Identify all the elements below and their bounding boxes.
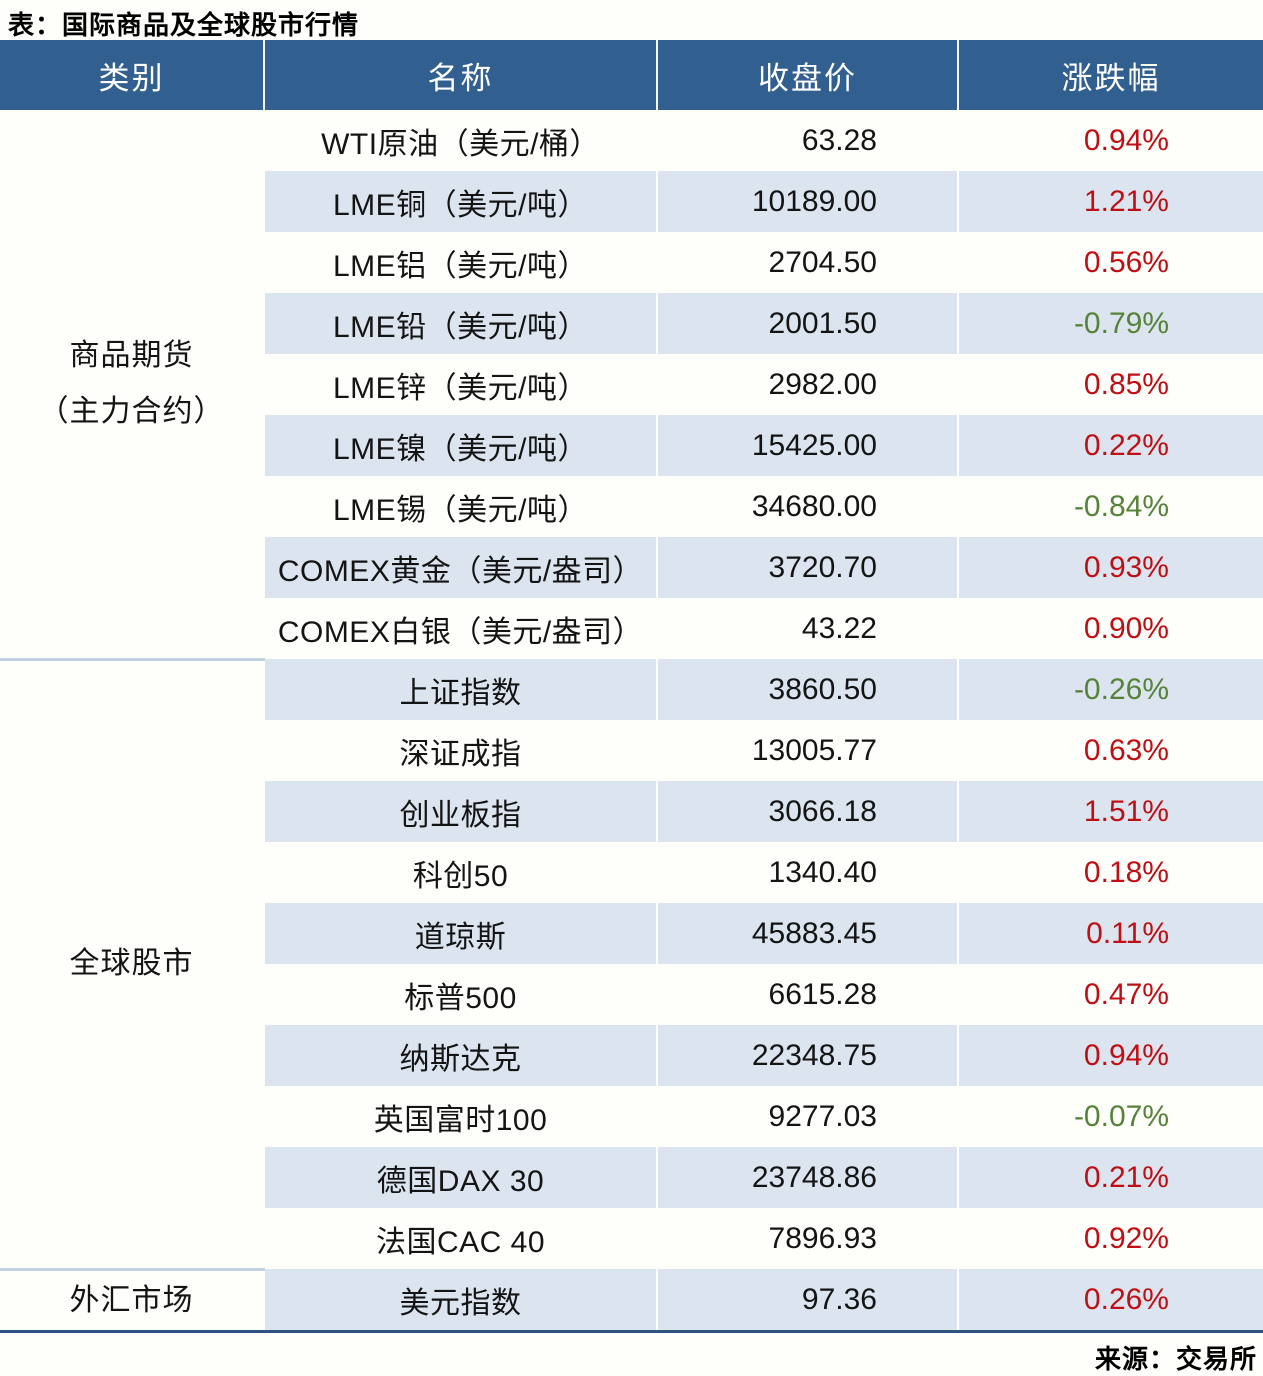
category-label-line: 商品期货 (69, 339, 194, 373)
change-percent: 0.56% (957, 232, 1263, 293)
change-percent: 0.21% (957, 1147, 1263, 1208)
instrument-name: LME铝（美元/吨） (263, 232, 657, 293)
instrument-name: 法国CAC 40 (263, 1208, 657, 1269)
table-row: 英国富时100 9277.03 -0.07% (0, 1086, 1263, 1147)
close-price: 34680.00 (656, 476, 958, 537)
table-row: COMEX黄金（美元/盎司） 3720.70 0.93% (0, 537, 1263, 598)
close-price: 23748.86 (656, 1147, 958, 1208)
close-price: 7896.93 (656, 1208, 958, 1269)
change-percent: 0.11% (957, 903, 1263, 964)
change-percent: 0.94% (957, 1025, 1263, 1086)
table-row: 德国DAX 30 23748.86 0.21% (0, 1147, 1263, 1208)
change-percent: -0.26% (957, 659, 1263, 720)
category-label-line: 全球股市 (69, 947, 194, 981)
page-title: 表：国际商品及全球股市行情 (8, 10, 360, 40)
instrument-name: 标普500 (263, 964, 657, 1025)
instrument-name: 上证指数 (263, 659, 657, 720)
category-cell-global-stocks: 全球股市 (0, 657, 264, 1269)
table-row: LME锡（美元/吨） 34680.00 -0.84% (0, 476, 1263, 537)
instrument-name: WTI原油（美元/桶） (263, 110, 657, 171)
table-row: 创业板指 3066.18 1.51% (0, 781, 1263, 842)
instrument-name: LME锡（美元/吨） (263, 476, 657, 537)
instrument-name: COMEX黄金（美元/盎司） (263, 537, 657, 598)
close-price: 6615.28 (656, 964, 958, 1025)
instrument-name: LME铜（美元/吨） (263, 171, 657, 232)
close-price: 45883.45 (656, 903, 958, 964)
change-percent: 0.22% (957, 415, 1263, 476)
table-row: 外汇市场 美元指数 97.36 0.26% (0, 1267, 1263, 1330)
change-percent: 0.63% (957, 720, 1263, 781)
close-price: 2982.00 (656, 354, 958, 415)
table-row: 深证成指 13005.77 0.63% (0, 720, 1263, 781)
table-header-row: 类别 名称 收盘价 涨跌幅 (0, 40, 1263, 110)
instrument-name: 美元指数 (263, 1269, 657, 1330)
table-row: 商品期货 （主力合约） WTI原油（美元/桶） 63.28 0.94% (0, 110, 1263, 659)
change-percent: 0.26% (957, 1269, 1263, 1330)
close-price: 22348.75 (656, 1025, 958, 1086)
table-row: 标普500 6615.28 0.47% (0, 964, 1263, 1025)
instrument-name: COMEX白银（美元/盎司） (263, 598, 657, 659)
table-row: 道琼斯 45883.45 0.11% (0, 903, 1263, 964)
change-percent: 0.92% (957, 1208, 1263, 1269)
change-percent: 0.93% (957, 537, 1263, 598)
change-percent: -0.79% (957, 293, 1263, 354)
table-row: 全球股市 上证指数 3860.50 -0.26% (0, 657, 1263, 1269)
change-percent: 0.18% (957, 842, 1263, 903)
table-row: LME锌（美元/吨） 2982.00 0.85% (0, 354, 1263, 415)
close-price: 2001.50 (656, 293, 958, 354)
header-name: 名称 (263, 40, 657, 110)
header-category: 类别 (0, 40, 264, 110)
table-row: 科创50 1340.40 0.18% (0, 842, 1263, 903)
close-price: 15425.00 (656, 415, 958, 476)
category-label-line: 外汇市场 (69, 1283, 194, 1317)
header-close-price: 收盘价 (656, 40, 958, 110)
instrument-name: 英国富时100 (263, 1086, 657, 1147)
close-price: 13005.77 (656, 720, 958, 781)
market-quotes-table: 类别 名称 收盘价 涨跌幅 商品期货 （主力合约） WTI原油（美元/桶） 63… (0, 40, 1263, 1330)
table-row: 纳斯达克 22348.75 0.94% (0, 1025, 1263, 1086)
change-percent: 0.94% (957, 110, 1263, 171)
instrument-name: 纳斯达克 (263, 1025, 657, 1086)
table-bottom-border (0, 1330, 1263, 1333)
instrument-name: 科创50 (263, 842, 657, 903)
category-cell-commodity-futures: 商品期货 （主力合约） (0, 110, 264, 659)
change-percent: -0.07% (957, 1086, 1263, 1147)
instrument-name: 道琼斯 (263, 903, 657, 964)
close-price: 43.22 (656, 598, 958, 659)
table-row: LME铝（美元/吨） 2704.50 0.56% (0, 232, 1263, 293)
table-row: COMEX白银（美元/盎司） 43.22 0.90% (0, 598, 1263, 659)
category-cell-forex: 外汇市场 (0, 1267, 264, 1330)
category-label-line: （主力合约） (38, 394, 225, 428)
instrument-name: LME锌（美元/吨） (263, 354, 657, 415)
instrument-name: LME铅（美元/吨） (263, 293, 657, 354)
instrument-name: LME镍（美元/吨） (263, 415, 657, 476)
close-price: 10189.00 (656, 171, 958, 232)
table-row: LME铜（美元/吨） 10189.00 1.21% (0, 171, 1263, 232)
header-change-percent: 涨跌幅 (957, 40, 1263, 110)
instrument-name: 创业板指 (263, 781, 657, 842)
instrument-name: 深证成指 (263, 720, 657, 781)
close-price: 1340.40 (656, 842, 958, 903)
close-price: 3860.50 (656, 659, 958, 720)
change-percent: 0.47% (957, 964, 1263, 1025)
source-note: 来源：交易所 (1094, 1344, 1257, 1374)
table-row: LME铅（美元/吨） 2001.50 -0.79% (0, 293, 1263, 354)
instrument-name: 德国DAX 30 (263, 1147, 657, 1208)
change-percent: 1.21% (957, 171, 1263, 232)
change-percent: 0.90% (957, 598, 1263, 659)
change-percent: -0.84% (957, 476, 1263, 537)
close-price: 97.36 (656, 1269, 958, 1330)
change-percent: 1.51% (957, 781, 1263, 842)
close-price: 3720.70 (656, 537, 958, 598)
table-row: LME镍（美元/吨） 15425.00 0.22% (0, 415, 1263, 476)
table-row: 法国CAC 40 7896.93 0.92% (0, 1208, 1263, 1269)
close-price: 3066.18 (656, 781, 958, 842)
close-price: 9277.03 (656, 1086, 958, 1147)
close-price: 63.28 (656, 110, 958, 171)
change-percent: 0.85% (957, 354, 1263, 415)
close-price: 2704.50 (656, 232, 958, 293)
